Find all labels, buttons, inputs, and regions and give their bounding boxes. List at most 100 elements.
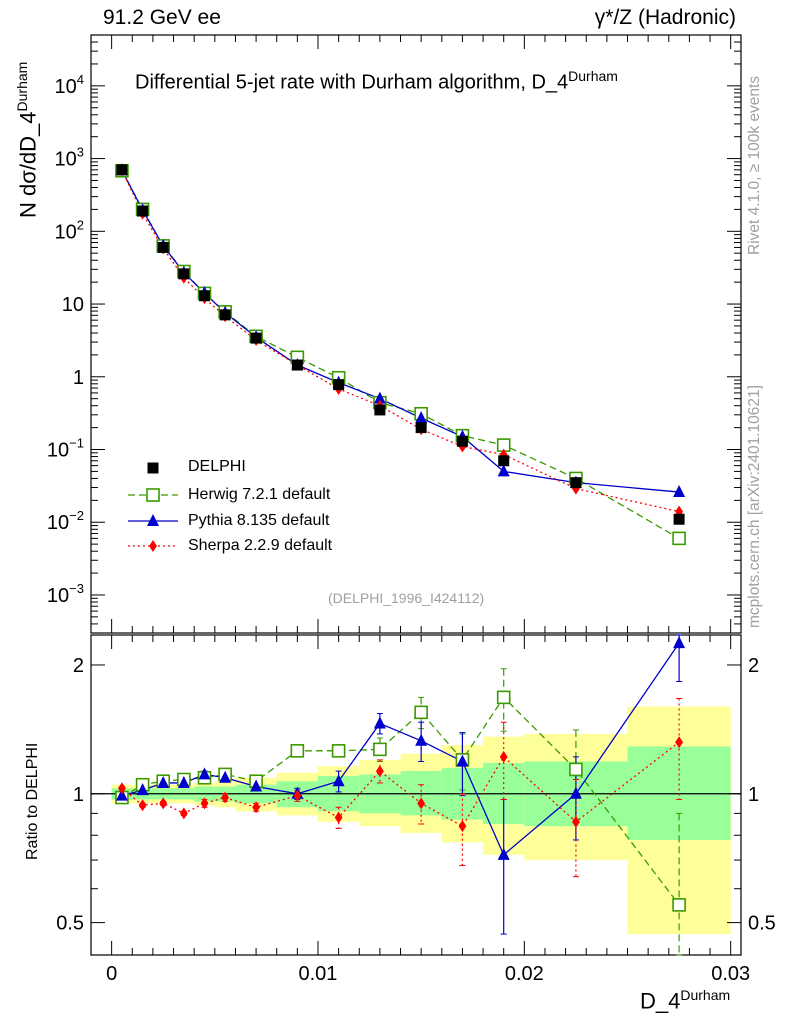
data-point — [178, 268, 190, 280]
ratio-series-2-point — [458, 820, 467, 833]
ratio-series-1-point — [136, 783, 149, 796]
ratio-series-1-point — [415, 733, 428, 746]
ratio-series-0-point — [331, 744, 346, 758]
y-tick-label: 1 — [73, 367, 84, 389]
ratio-series-1-point — [456, 754, 469, 767]
x-tick-label: 0.03 — [711, 963, 750, 985]
plot-title-text: Differential 5-jet rate with Durham algo… — [135, 71, 569, 94]
ratio-series-2-point — [118, 782, 126, 795]
ratio-series-2-point — [375, 765, 384, 778]
legend-label-herwig: Herwig 7.2.1 default — [188, 486, 331, 503]
header-energy: 91.2 GeV ee — [103, 6, 221, 29]
x-tick-label: 0.02 — [505, 963, 544, 985]
analysis-id: (DELPHI_1996_I424112) — [328, 590, 485, 606]
data-point — [374, 404, 386, 416]
ratio-series-2-point — [334, 811, 343, 824]
data-point — [250, 332, 262, 344]
ratio-tick-label-left: 0.5 — [56, 913, 84, 935]
x-axis-label-text: D_4 — [640, 988, 681, 1014]
ratio-series-1-point — [497, 847, 510, 860]
ratio-tick-label-left: 2 — [73, 655, 84, 677]
y-tick-label: 10 — [62, 294, 84, 316]
main-series-0-point — [672, 531, 686, 546]
ratio-series-0-point — [496, 690, 511, 705]
ratio-series-2-point — [179, 807, 188, 820]
data-point — [456, 435, 468, 447]
header-process: γ*/Z (Hadronic) — [594, 6, 736, 29]
ratio-series-1-point — [177, 775, 190, 788]
plot-title-sup: Durham — [568, 68, 618, 84]
ratio-tick-label-right: 1 — [748, 784, 759, 806]
ratio-series-2-point — [499, 750, 508, 763]
ratio-series-2-point — [159, 797, 168, 810]
ratio-series-1-point — [157, 775, 170, 788]
data-point — [333, 379, 345, 391]
ratio-series-2-point — [572, 815, 580, 828]
data-point — [673, 513, 685, 525]
y-tick-label: 104 — [55, 72, 84, 98]
data-point — [570, 477, 582, 489]
data-point — [291, 359, 303, 371]
ratio-series-1-point — [569, 786, 582, 799]
y-tick-label: 10−1 — [47, 436, 84, 462]
ratio-tick-label-left: 1 — [73, 784, 84, 806]
ratio-series-1-point — [373, 716, 386, 729]
ratio-series-0-point — [569, 762, 583, 777]
x-tick-label: 0 — [106, 963, 117, 985]
x-axis-label-sup: Durham — [680, 987, 731, 1003]
main-series-1-point — [497, 464, 510, 477]
ratio-series-0-point — [373, 742, 387, 757]
legend-marker-1 — [147, 514, 159, 526]
ratio-plot-frame — [90, 634, 742, 956]
data-point — [219, 309, 231, 321]
y-tick-label: 10−3 — [47, 581, 84, 607]
y-tick-label: 102 — [55, 217, 84, 243]
ratio-series-2-point — [200, 797, 209, 810]
data-point — [198, 290, 210, 302]
ratio-series-1-point — [250, 779, 263, 792]
y-axis-label-text: N dσ/dD_4 — [15, 111, 41, 218]
ratio-series-2-point — [252, 801, 260, 814]
ratio-axis-label: Ratio to DELPHI — [24, 742, 41, 860]
ratio-series-1-point — [332, 774, 345, 787]
main-series-1-point — [415, 411, 428, 424]
legend-marker-delphi — [147, 462, 159, 474]
plot-title: Differential 5-jet rate with Durham algo… — [135, 68, 618, 95]
data-point — [116, 164, 128, 176]
data-point — [498, 455, 510, 467]
ratio-tick-label-right: 2 — [748, 655, 759, 677]
legend-label-pythia: Pythia 8.135 default — [188, 512, 330, 529]
x-tick-label: 0.01 — [299, 963, 338, 985]
ratio-tick-label-right: 0.5 — [748, 913, 776, 935]
ratio-series-2-point — [138, 799, 147, 812]
ratio-series-2-point — [417, 797, 426, 810]
legend-label-delphi: DELPHI — [188, 458, 246, 475]
y-tick-label: 10−2 — [47, 508, 84, 534]
y-axis-label-sup: Durham — [14, 61, 30, 112]
y-axis-label: N dσ/dD_4Durham — [14, 62, 41, 218]
data-point — [157, 241, 169, 253]
main-plot-frame — [90, 34, 742, 634]
main-series-1-point — [673, 485, 686, 498]
rivet-version-label: Rivet 4.1.0, ≥ 100k events — [746, 75, 763, 255]
x-axis-label: D_4Durham — [640, 987, 730, 1014]
ratio-series-2-point — [675, 736, 683, 749]
data-point — [137, 205, 149, 217]
main-series-1-point — [373, 391, 386, 404]
legend-marker-2 — [149, 540, 157, 552]
ratio-series-0-point — [414, 705, 428, 720]
ratio-series-0-point — [290, 744, 305, 758]
y-tick-label: 103 — [55, 145, 84, 171]
ratio-series-1-point — [198, 767, 211, 780]
main-series-line-2 — [121, 170, 680, 513]
mcplots-label: mcplots.cern.ch [arXiv:2401.10621] — [746, 385, 763, 628]
data-point — [415, 422, 427, 434]
ratio-series-1-point — [219, 770, 232, 783]
legend-marker-0 — [146, 488, 160, 502]
ratio-series-2-point — [293, 789, 302, 802]
main-series-line-0 — [121, 170, 680, 539]
ratio-series-2-point — [221, 791, 230, 804]
ratio-series-1-point — [115, 788, 128, 801]
legend-label-sherpa: Sherpa 2.2.9 default — [188, 537, 333, 554]
